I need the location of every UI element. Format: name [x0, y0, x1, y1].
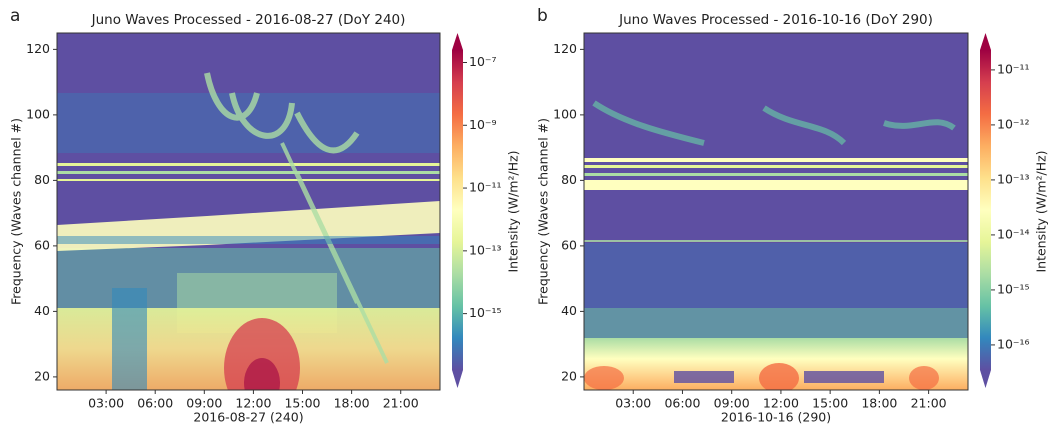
- x-tick-label: 21:00: [383, 396, 419, 411]
- y-tick-label: 40: [561, 303, 577, 318]
- y-tick-label: 60: [561, 237, 577, 252]
- y-tick-label: 40: [34, 303, 50, 318]
- colorbar-label: Intensity (W/m²/Hz): [506, 150, 521, 272]
- y-tick-label: 80: [34, 172, 50, 187]
- y-tick-label: 20: [561, 368, 577, 383]
- y-tick-label: 120: [26, 41, 50, 56]
- colorbar-tick-label: 10⁻¹⁴: [997, 226, 1030, 241]
- plot-frame: [56, 32, 441, 391]
- x-tick-label: 21:00: [911, 396, 947, 411]
- colorbar-extend-bottom: [980, 370, 991, 388]
- x-tick-label: 15:00: [812, 396, 848, 411]
- panel-label: a: [10, 6, 20, 26]
- x-tick-label: 09:00: [186, 396, 222, 411]
- colorbar-tick-label: 10⁻¹³: [997, 171, 1030, 186]
- x-tick-label: 06:00: [664, 396, 700, 411]
- x-tick-label: 03:00: [615, 396, 651, 411]
- spectrogram-image: [57, 33, 440, 390]
- colorbar-tick-label: 10⁻⁹: [469, 117, 497, 132]
- x-tick-label: 18:00: [334, 396, 370, 411]
- x-tick-label: 15:00: [284, 396, 320, 411]
- colorbar-tick-label: 10⁻¹⁶: [997, 336, 1030, 351]
- colorbar-tick-label: 10⁻⁷: [469, 54, 497, 69]
- colorbar-tick-label: 10⁻¹²: [997, 116, 1030, 131]
- colorbar-extend-top: [452, 33, 463, 50]
- colorbar: [452, 50, 463, 370]
- colorbar-tick-label: 10⁻¹³: [469, 242, 502, 257]
- y-tick-label: 80: [561, 172, 577, 187]
- colorbar-tick-label: 10⁻¹⁵: [997, 281, 1030, 296]
- colorbar-tick-label: 10⁻¹⁵: [469, 305, 502, 320]
- plot-frame: [583, 32, 969, 391]
- x-tick-label: 12:00: [235, 396, 271, 411]
- y-tick-label: 100: [26, 106, 50, 121]
- x-tick-label: 12:00: [763, 396, 799, 411]
- x-tick-label: 06:00: [137, 396, 173, 411]
- colorbar-label: Intensity (W/m²/Hz): [1034, 150, 1049, 272]
- colorbar: [980, 50, 991, 370]
- y-tick-label: 20: [34, 368, 50, 383]
- chart-title: Juno Waves Processed - 2016-10-16 (DoY 2…: [618, 12, 933, 28]
- y-tick-label: 60: [34, 237, 50, 252]
- chart-title: Juno Waves Processed - 2016-08-27 (DoY 2…: [91, 12, 406, 28]
- spectrogram-image: [584, 33, 968, 390]
- colorbar-extend-top: [980, 33, 991, 50]
- colorbar-tick-label: 10⁻¹¹: [469, 180, 502, 195]
- colorbar-tick-label: 10⁻¹¹: [997, 61, 1030, 76]
- y-axis-label: Frequency (Waves channel #): [9, 118, 24, 305]
- x-tick-label: 03:00: [88, 396, 124, 411]
- x-tick-label: 18:00: [861, 396, 897, 411]
- y-tick-label: 120: [553, 41, 577, 56]
- y-tick-label: 100: [553, 106, 577, 121]
- x-tick-label: 09:00: [714, 396, 750, 411]
- x-axis-label: 2016-08-27 (240): [193, 410, 303, 425]
- x-axis-label: 2016-10-16 (290): [721, 410, 831, 425]
- colorbar-extend-bottom: [452, 370, 463, 388]
- panel-label: b: [537, 6, 548, 26]
- y-axis-label: Frequency (Waves channel #): [536, 118, 551, 305]
